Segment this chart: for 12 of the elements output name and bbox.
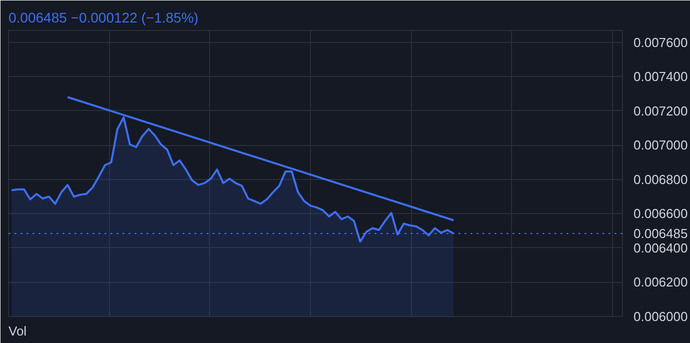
y-tick-label: 0.007600 — [634, 34, 688, 50]
y-tick-label: 0.006600 — [634, 206, 688, 222]
text: Vol — [8, 324, 27, 338]
ref-line-label: 0.006485 — [634, 226, 688, 241]
y-tick-label: 0.006800 — [634, 172, 688, 187]
y-tick-label: 0.006200 — [634, 274, 688, 290]
y-tick-label: 0.007200 — [634, 103, 688, 118]
y-tick-label: 0.007000 — [634, 138, 688, 153]
y-tick-label: 0.006000 — [634, 309, 688, 324]
y-tick-label: 0.006400 — [634, 240, 688, 256]
y-tick-label: 0.007400 — [634, 69, 688, 84]
chart-title: 0.006485 −0.000122 (−1.85%) — [8, 10, 198, 26]
